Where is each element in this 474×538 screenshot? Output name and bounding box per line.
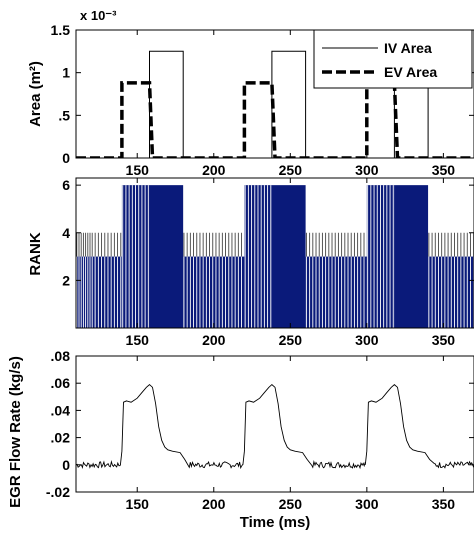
x-tick-label: 150 <box>126 332 150 348</box>
x-tick-label: 350 <box>432 496 456 512</box>
x-tick-label: 250 <box>279 162 303 178</box>
ev-area-line <box>76 81 474 158</box>
legend-box <box>313 29 473 89</box>
y-tick-label: .02 <box>51 430 71 446</box>
y-tick-label: .04 <box>51 402 71 418</box>
legend-iv-label: IV Area <box>384 40 432 56</box>
x-tick-label: 250 <box>279 496 303 512</box>
rank-block <box>271 185 306 328</box>
y-tick-label: 2 <box>62 272 70 288</box>
x-tick-label: 250 <box>279 332 303 348</box>
egr-chart-frame <box>75 355 474 493</box>
x-tick-label: 200 <box>202 162 226 178</box>
y-tick-label: 0 <box>62 150 70 166</box>
x-tick-label: 300 <box>355 496 379 512</box>
y-tick-label: 4 <box>62 225 70 241</box>
x-tick-label: 200 <box>202 496 226 512</box>
y-tick-label: 6 <box>62 177 70 193</box>
x-tick-label: 350 <box>432 162 456 178</box>
rank-block <box>394 185 429 328</box>
x-tick-label: 200 <box>202 332 226 348</box>
x-tick-label: 300 <box>355 332 379 348</box>
y-tick-label: 0 <box>62 457 70 473</box>
legend-ev-label: EV Area <box>384 64 437 80</box>
area-chart-ylabel: Area (m²) <box>27 61 44 127</box>
egr-chart-plot <box>76 383 474 470</box>
x-tick-label: 350 <box>432 332 456 348</box>
egr-chart: 150 200 250 300 350 -.02 0 .02 .04 .06 .08 EGR Fl… <box>7 348 474 512</box>
y-tick-label: -.02 <box>46 484 70 500</box>
egr-flow-line <box>76 383 474 470</box>
rank-block <box>149 185 184 328</box>
x-tick-label: 300 <box>355 162 379 178</box>
area-chart-frame <box>75 29 474 159</box>
rank-chart-frame <box>75 177 474 329</box>
y-tick-label: .08 <box>51 348 71 364</box>
egr-chart-ylabel: EGR Flow Rate (kg/s) <box>7 356 24 508</box>
area-chart-scale-label: x 10⁻³ <box>80 8 117 23</box>
y-tick-label: 1 <box>62 65 70 81</box>
rank-chart-plot <box>76 185 474 328</box>
y-tick-label: 1.5 <box>51 22 71 38</box>
area-chart-legend: IV Area EV Area <box>313 29 473 89</box>
rank-chart: 150 200 250 300 350 2 4 6 RANK <box>27 177 474 348</box>
area-chart: 150 200 250 300 350 0 .5 1 1.5 x 10⁻³ Area (m²)… <box>27 8 474 178</box>
y-tick-label: .06 <box>51 375 71 391</box>
y-tick-label: .5 <box>58 107 70 123</box>
x-tick-label: 150 <box>126 496 150 512</box>
x-tick-label: 150 <box>126 162 150 178</box>
rank-chart-ylabel: RANK <box>27 232 44 275</box>
x-axis-label: Time (ms) <box>240 514 311 531</box>
